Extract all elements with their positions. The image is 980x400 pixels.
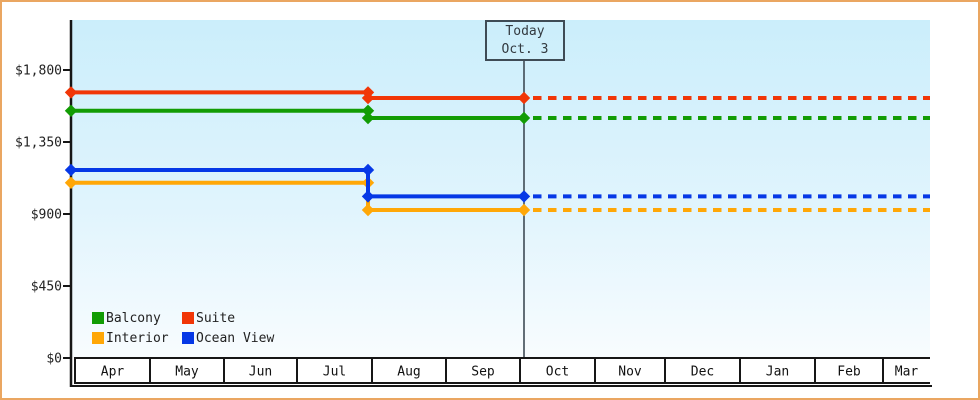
series-marker-ocean-view bbox=[361, 190, 375, 203]
month-label: Oct bbox=[546, 365, 569, 380]
series-marker-balcony bbox=[361, 104, 375, 117]
legend-label: Suite bbox=[196, 310, 236, 326]
month-label: Apr bbox=[101, 365, 125, 380]
y-tick-label: $450 bbox=[31, 280, 62, 295]
series-marker-interior bbox=[517, 203, 531, 217]
legend-label: Ocean View bbox=[196, 330, 275, 346]
legend-swatch bbox=[92, 312, 104, 324]
legend-label: Balcony bbox=[106, 310, 161, 326]
month-label: Nov bbox=[618, 365, 642, 380]
plot-background bbox=[72, 20, 930, 358]
series-line-ocean-view bbox=[71, 168, 524, 199]
legend-swatch bbox=[182, 332, 194, 344]
series-marker-suite bbox=[517, 91, 531, 105]
legend-item-interior: Interior bbox=[92, 331, 182, 346]
month-label: Feb bbox=[837, 365, 861, 380]
month-label: Dec bbox=[691, 365, 714, 380]
legend-label: Interior bbox=[106, 330, 169, 346]
month-label: Jun bbox=[249, 365, 272, 380]
y-tick-label: $0 bbox=[46, 352, 62, 367]
legend-swatch bbox=[92, 332, 104, 344]
month-band bbox=[75, 358, 930, 383]
month-label: Sep bbox=[471, 365, 495, 380]
y-tick-label: $1,800 bbox=[15, 64, 62, 79]
month-label: Mar bbox=[895, 365, 919, 380]
legend-item-balcony: Balcony bbox=[92, 311, 182, 326]
month-label: Jan bbox=[766, 365, 789, 380]
legend-swatch bbox=[182, 312, 194, 324]
series-marker-ocean-view bbox=[361, 163, 375, 177]
chart-legend: Balcony Suite Interior Ocean View bbox=[92, 308, 274, 348]
y-tick-label: $900 bbox=[31, 208, 62, 223]
today-annotation-box: Today Oct. 3 bbox=[485, 20, 565, 61]
series-marker-ocean-view bbox=[64, 163, 78, 177]
series-marker-balcony bbox=[64, 104, 78, 117]
month-label: Jul bbox=[323, 365, 346, 380]
legend-item-suite: Suite bbox=[182, 311, 274, 326]
month-label: May bbox=[175, 365, 199, 380]
today-date: Oct. 3 bbox=[501, 41, 549, 57]
series-marker-balcony bbox=[517, 111, 531, 125]
series-marker-balcony bbox=[361, 111, 375, 125]
month-label: Aug bbox=[397, 365, 420, 380]
today-label: Today bbox=[505, 23, 545, 39]
series-marker-suite bbox=[64, 86, 78, 99]
series-marker-interior bbox=[361, 203, 375, 217]
month-band-border bbox=[74, 357, 930, 384]
legend-item-ocean-view: Ocean View bbox=[182, 331, 274, 346]
y-tick-label: $1,350 bbox=[15, 136, 62, 151]
series-marker-suite bbox=[361, 91, 375, 105]
series-marker-ocean-view bbox=[517, 190, 531, 203]
series-marker-interior bbox=[64, 176, 78, 189]
